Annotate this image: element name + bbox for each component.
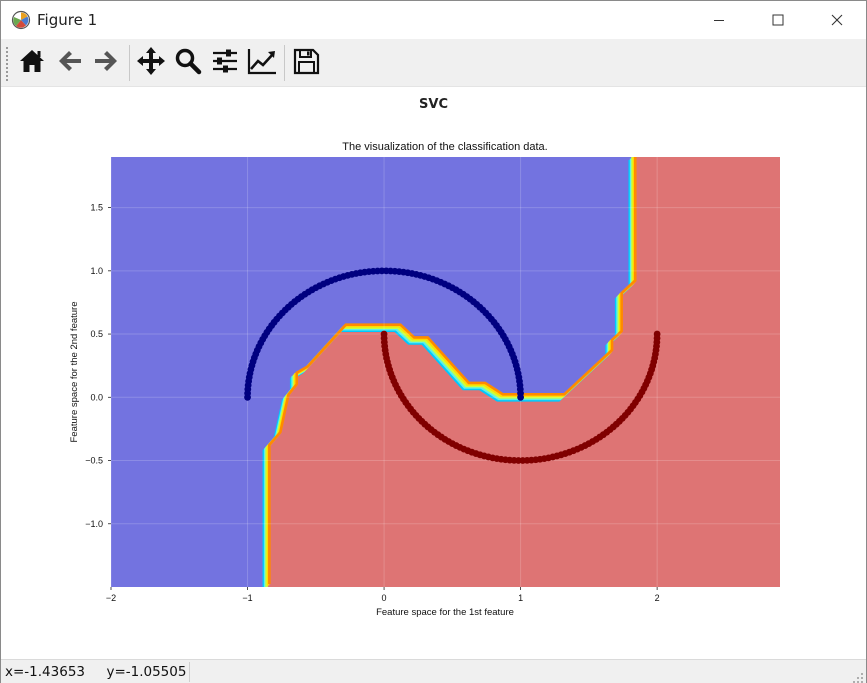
data-point-series-0	[517, 393, 524, 401]
decision-boundary-band	[268, 157, 637, 584]
y-axis-label: Feature space for the 2nd feature	[69, 301, 80, 442]
move-arrows-icon	[136, 46, 166, 80]
classification-plot[interactable]: −2 −1 0 1 2 −1.0 −0.5 0.0 0.5 1.0 1.5 The visualiz…	[1, 87, 866, 659]
arrow-left-icon	[56, 47, 84, 79]
home-button[interactable]	[15, 46, 49, 80]
y-tick-label: 0.5	[90, 329, 103, 339]
magnifier-icon	[174, 47, 202, 79]
window-title: Figure 1	[37, 11, 98, 29]
toolbar-grip[interactable]	[6, 47, 9, 81]
pan-button[interactable]	[134, 46, 168, 80]
status-bar: x=-1.43653 y=-1.05505	[1, 659, 866, 683]
x-tick-label: −2	[106, 593, 116, 603]
maximize-icon	[772, 14, 784, 26]
y-tick-label: 1.0	[90, 266, 103, 276]
resize-grip-icon[interactable]	[852, 669, 864, 683]
x-tick-label: 0	[382, 593, 387, 603]
scatter-points	[244, 267, 661, 464]
y-tick-label: −1.0	[85, 519, 103, 529]
y-tick-label: 1.5	[90, 203, 103, 213]
close-icon	[831, 14, 843, 26]
region-class-1	[266, 157, 780, 587]
save-button[interactable]	[289, 46, 323, 80]
cursor-coordinates: x=-1.43653 y=-1.05505	[5, 664, 187, 680]
status-separator	[189, 662, 190, 682]
zoom-button[interactable]	[171, 46, 205, 80]
back-button[interactable]	[53, 46, 87, 80]
toolbar-separator	[284, 45, 285, 81]
title-bar[interactable]: Figure 1	[1, 1, 866, 39]
toolbar-separator	[129, 45, 130, 81]
minimize-button[interactable]	[696, 1, 742, 39]
navigation-toolbar	[1, 39, 866, 87]
close-button[interactable]	[814, 1, 860, 39]
floppy-disk-icon	[292, 47, 320, 79]
home-icon	[18, 47, 46, 79]
x-tick-label: 2	[655, 593, 660, 603]
decision-regions	[111, 157, 780, 587]
x-axis-label: Feature space for the 1st feature	[376, 607, 514, 618]
figure-suptitle: SVC	[419, 97, 448, 112]
y-tick-label: −0.5	[85, 456, 103, 466]
edit-axes-button[interactable]	[245, 46, 279, 80]
matplotlib-figure-icon	[11, 10, 31, 30]
data-point-series-1	[653, 330, 661, 338]
line-chart-icon	[247, 47, 277, 79]
forward-button[interactable]	[89, 46, 123, 80]
maximize-button[interactable]	[755, 1, 801, 39]
subplots-button[interactable]	[208, 46, 242, 80]
axis-ticks: −2 −1 0 1 2 −1.0 −0.5 0.0 0.5 1.0 1.5	[85, 203, 659, 603]
y-tick-label: 0.0	[90, 392, 103, 402]
figure-canvas[interactable]: SVC −2 −1 0 1 2 −1.0 −0.5 0.0 0.5 1.0 1.5 The visu…	[1, 87, 866, 659]
sliders-icon	[211, 47, 239, 79]
x-tick-label: 1	[518, 593, 523, 603]
x-tick-label: −1	[242, 593, 252, 603]
arrow-right-icon	[92, 47, 120, 79]
axes-title: The visualization of the classification …	[342, 141, 547, 153]
minimize-icon	[713, 14, 725, 26]
